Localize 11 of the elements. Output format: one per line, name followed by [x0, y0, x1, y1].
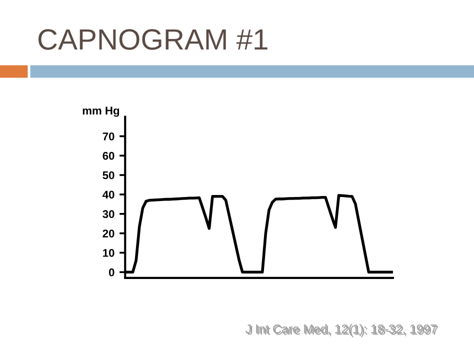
text: J Int Care Med, 12(1): 18-32, 1997 — [246, 324, 438, 338]
y-tick-label: 30 — [102, 210, 114, 218]
y-tick-label: 20 — [102, 230, 114, 238]
y-tick-label: 50 — [102, 171, 114, 180]
y-tick-label: 40 — [102, 190, 114, 199]
y-axis-title: mm Hg — [82, 106, 120, 117]
y-tick-label: 70 — [102, 132, 114, 140]
y-tick-label: 0 — [108, 268, 114, 276]
y-tick-label: 60 — [102, 152, 114, 160]
chart-title: CAPNOGRAM #1 — [38, 29, 268, 50]
y-tick-label: 10 — [103, 248, 114, 257]
